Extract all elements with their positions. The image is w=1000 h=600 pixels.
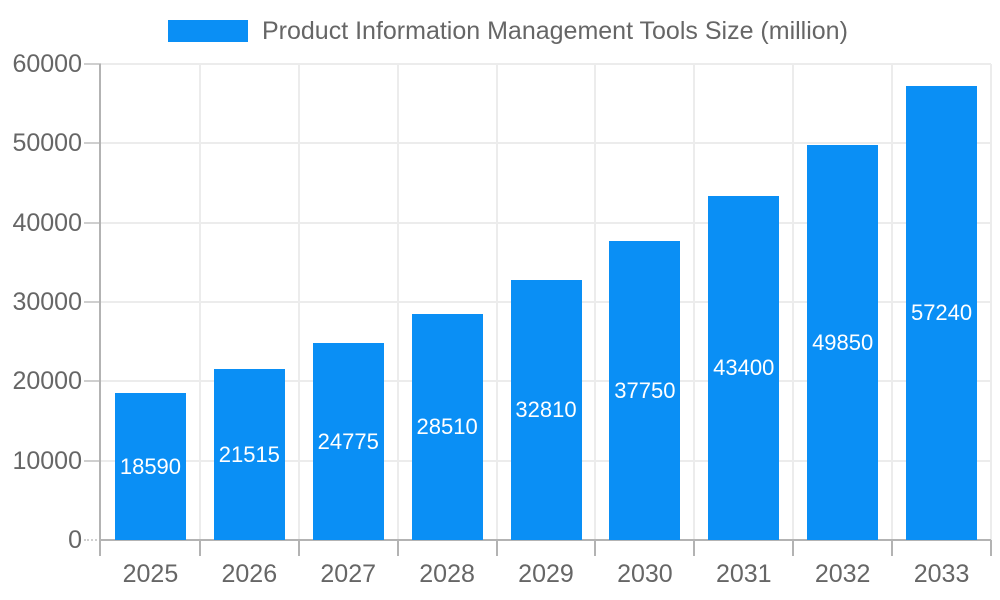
bar: 24775 — [312, 343, 384, 540]
x-axis-tick — [990, 540, 992, 556]
y-axis-tick — [84, 221, 101, 224]
gridline-vertical — [594, 64, 597, 540]
bar: 21515 — [213, 369, 285, 540]
x-tick-label: 2030 — [617, 560, 673, 588]
bar-value-label: 37750 — [614, 377, 676, 403]
bar: 28510 — [411, 314, 483, 540]
y-axis-tick — [84, 459, 101, 462]
y-axis-tick — [84, 301, 101, 303]
gridline-vertical — [891, 64, 894, 540]
bar: 49850 — [807, 145, 879, 540]
bar-value-label: 21515 — [218, 441, 280, 467]
bar-value-label: 24775 — [317, 428, 379, 454]
x-axis-tick — [693, 540, 696, 556]
gridline-vertical — [297, 64, 300, 540]
bar-value-label: 28510 — [416, 414, 478, 439]
x-axis-line — [101, 539, 991, 541]
y-tick-label: 60000 — [12, 50, 82, 78]
y-tick-label: 30000 — [12, 288, 82, 316]
bar: 18590 — [114, 393, 186, 540]
gridline-vertical — [990, 64, 992, 540]
bar-value-label: 49850 — [812, 329, 874, 355]
x-axis-tick — [198, 540, 201, 556]
y-axis-line — [99, 64, 101, 556]
bar: 32810 — [510, 280, 582, 540]
x-tick-label: 2027 — [320, 560, 377, 588]
bar-value-label: 32810 — [515, 397, 577, 422]
bar: 57240 — [906, 86, 978, 540]
x-axis-tick — [792, 540, 795, 556]
bar-value-label: 18590 — [119, 453, 182, 479]
y-axis-tick — [84, 539, 101, 541]
x-axis-tick — [891, 540, 894, 556]
y-axis-tick — [84, 142, 101, 145]
bar: 37750 — [609, 241, 681, 540]
gridline-horizontal — [101, 142, 991, 145]
gridline-vertical — [693, 64, 696, 540]
gridline-vertical — [396, 64, 399, 540]
y-axis-tick — [84, 63, 101, 65]
y-tick-label: 10000 — [12, 446, 82, 475]
bar: 43400 — [708, 196, 780, 540]
gridline-vertical — [792, 64, 795, 540]
gridline-vertical — [198, 64, 201, 540]
gridline-horizontal — [101, 63, 991, 65]
legend-swatch — [168, 20, 248, 42]
x-tick-label: 2033 — [913, 560, 970, 588]
x-axis-tick — [594, 540, 597, 556]
x-axis-tick — [396, 540, 399, 556]
chart-title: Product Information Management Tools Siz… — [262, 16, 848, 45]
y-tick-label: 50000 — [12, 129, 82, 158]
x-tick-label: 2028 — [419, 560, 475, 588]
x-axis-tick — [495, 540, 498, 556]
y-axis-tick — [84, 380, 101, 383]
x-tick-label: 2029 — [518, 560, 574, 588]
x-tick-label: 2031 — [715, 560, 772, 588]
chart-legend: Product Information Management Tools Siz… — [168, 14, 848, 48]
x-tick-label: 2025 — [122, 560, 179, 588]
gridline-horizontal — [101, 221, 991, 224]
x-tick-label: 2032 — [814, 560, 871, 588]
y-tick-label: 40000 — [12, 208, 82, 237]
x-axis-tick — [297, 540, 300, 556]
y-tick-label: 20000 — [12, 367, 82, 396]
y-tick-label: 0 — [68, 526, 82, 554]
gridline-vertical — [495, 64, 498, 540]
bar-value-label: 57240 — [910, 300, 973, 325]
bar-value-label: 43400 — [713, 355, 775, 380]
x-tick-label: 2026 — [221, 560, 278, 588]
